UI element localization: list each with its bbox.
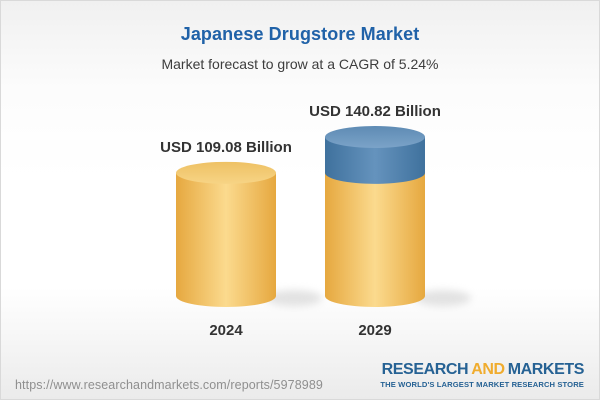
research-and-markets-logo: RESEARCH AND MARKETS THE WORLD'S LARGEST M… xyxy=(380,361,585,390)
value-label: USD 140.82 Billion xyxy=(309,103,441,120)
page-title: Japanese Drugstore Market xyxy=(180,24,420,44)
year-label: 2029 xyxy=(358,322,391,339)
logo-tagline: THE WORLD'S LARGEST MARKET RESEARCH STOR… xyxy=(380,380,584,389)
cylinder-2024: USD 109.08 Billion 2024 xyxy=(160,139,322,339)
cylinder-shadow xyxy=(415,290,471,306)
growth-segment-top-face xyxy=(325,126,425,148)
cylinder-shadow xyxy=(266,290,322,306)
chart-subtitle: Market forecast to grow at a CAGR of 5.2… xyxy=(161,56,439,72)
cylinder-body xyxy=(176,172,276,296)
logo-word-and: AND xyxy=(471,361,505,378)
value-label: USD 109.08 Billion xyxy=(160,139,292,156)
logo-wordmark: RESEARCH AND MARKETS xyxy=(380,361,585,378)
cylinder-top-face xyxy=(176,161,276,184)
cylinder-body xyxy=(325,172,425,296)
year-label: 2024 xyxy=(209,322,243,339)
cylinder-2029: USD 140.82 Billion 2029 xyxy=(309,103,471,339)
logo-word-research: RESEARCH xyxy=(381,361,469,378)
report-url: https://www.researchandmarkets.com/repor… xyxy=(15,378,323,392)
logo-word-markets: MARKETS xyxy=(507,361,585,378)
